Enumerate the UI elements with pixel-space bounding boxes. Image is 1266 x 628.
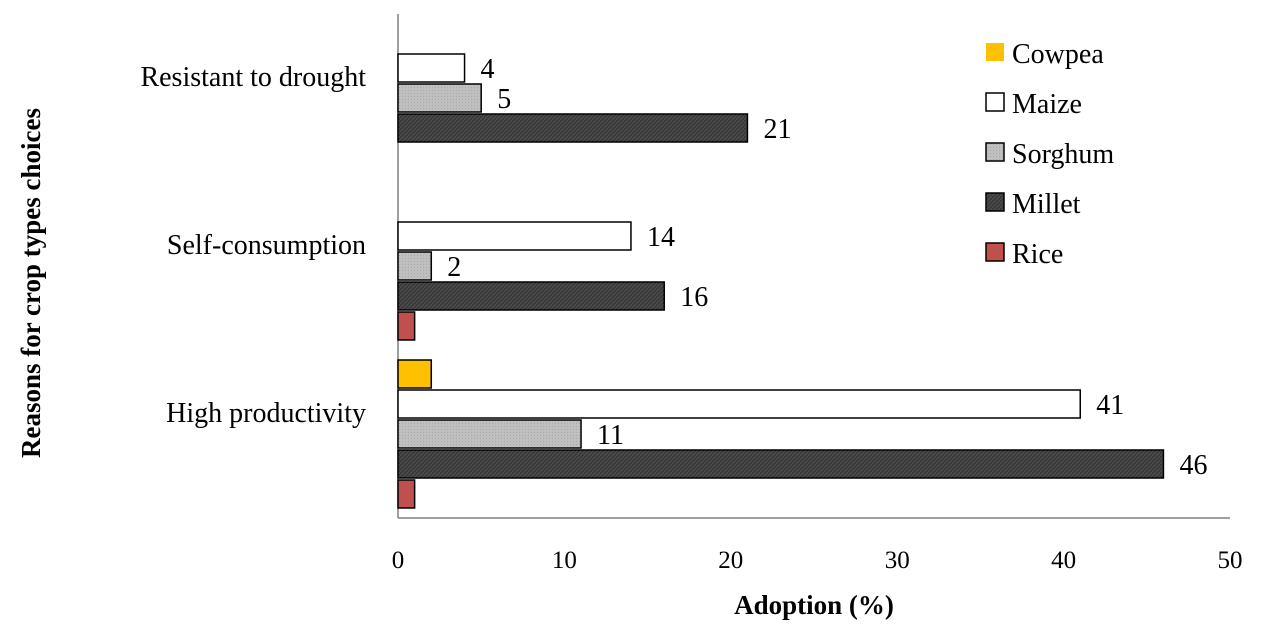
- bar-millet: [397, 113, 749, 143]
- legend-swatch: [985, 242, 1005, 262]
- category-label: Self-consumption: [167, 230, 366, 261]
- data-label: 5: [497, 84, 511, 115]
- bar-rice: [397, 479, 416, 509]
- bar-sorghum: [397, 251, 433, 281]
- x-tick-label: 30: [885, 547, 910, 574]
- x-tick-label: 40: [1051, 547, 1076, 574]
- y-axis-title: Reasons for crop types choices: [16, 108, 46, 458]
- category-label: Resistant to drought: [140, 62, 366, 93]
- legend-swatch: [986, 43, 1004, 61]
- data-label: 14: [647, 222, 675, 253]
- data-label: 41: [1096, 390, 1124, 421]
- category-label: High productivity: [166, 398, 366, 429]
- x-tick-label: 0: [392, 547, 405, 574]
- category-labels: Resistant to drought Self-consumption High…: [140, 62, 366, 429]
- legend-label: Cowpea: [1012, 39, 1104, 70]
- legend-label: Sorghum: [1012, 139, 1114, 170]
- bar-rice: [397, 311, 416, 341]
- data-label: 46: [1179, 450, 1207, 481]
- bar-sorghum: [397, 83, 482, 113]
- bar-maize: [397, 221, 632, 251]
- data-labels-group: 45 21 14 2 16 41 11 46: [447, 54, 1207, 481]
- legend-swatch: [985, 142, 1005, 162]
- legend-label: Millet: [1012, 189, 1081, 220]
- legend-swatch: [985, 192, 1005, 212]
- bar-sorghum: [397, 419, 582, 449]
- legend-label: Rice: [1012, 239, 1063, 270]
- bar-cowpea: [397, 359, 433, 389]
- legend-label: Maize: [1012, 89, 1082, 120]
- bar-maize: [397, 389, 1081, 419]
- bar-maize: [397, 53, 466, 83]
- bars-group: [397, 53, 1165, 509]
- legend: Cowpea Maize Sorghum Millet Rice: [985, 39, 1114, 270]
- bar-millet: [397, 281, 665, 311]
- bar-millet: [397, 449, 1165, 479]
- legend-swatch: [985, 92, 1005, 112]
- x-tick-labels: 0 10 20 30 40 50: [392, 547, 1243, 574]
- data-label: 2: [447, 252, 461, 283]
- data-label: 4: [481, 54, 495, 85]
- data-label: 11: [597, 420, 624, 451]
- x-tick-label: 10: [552, 547, 577, 574]
- x-tick-label: 50: [1218, 547, 1243, 574]
- x-tick-label: 20: [718, 547, 743, 574]
- data-label: 16: [680, 282, 708, 313]
- data-label: 21: [763, 114, 791, 145]
- x-axis-title: Adoption (%): [734, 590, 894, 620]
